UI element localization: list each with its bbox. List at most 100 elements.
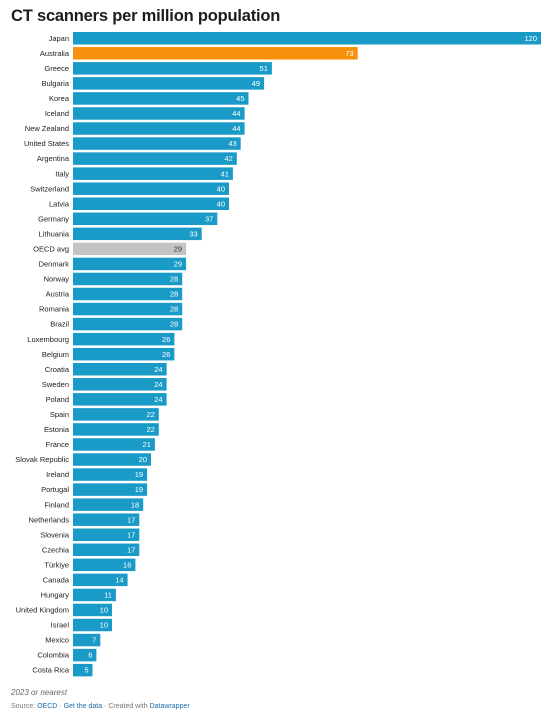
value-label: 21 xyxy=(143,440,151,449)
category-label: Austria xyxy=(46,290,70,299)
category-label: Switzerland xyxy=(30,184,69,193)
category-label: Netherlands xyxy=(29,515,70,524)
category-label: Italy xyxy=(55,169,69,178)
chart-title: CT scanners per million population xyxy=(11,7,281,25)
category-label: Luxembourg xyxy=(27,335,69,344)
category-label: Norway xyxy=(44,275,70,284)
value-label: 14 xyxy=(115,575,123,584)
bar-denmark xyxy=(73,257,187,271)
value-label: 22 xyxy=(146,425,154,434)
bar-italy xyxy=(73,167,233,180)
value-label: 40 xyxy=(217,184,225,193)
bar-brazil xyxy=(73,317,183,331)
value-label: 10 xyxy=(100,621,108,630)
bar-costa-rica xyxy=(73,663,93,677)
category-label: Colombia xyxy=(37,651,70,660)
value-label: 19 xyxy=(135,485,143,494)
value-label: 16 xyxy=(123,560,131,569)
value-label: 24 xyxy=(154,395,162,404)
category-label: Lithuania xyxy=(39,229,70,238)
bar-spain xyxy=(73,408,159,421)
bar-greece xyxy=(73,62,272,75)
datawrapper-link[interactable]: Datawrapper xyxy=(149,703,190,710)
value-label: 43 xyxy=(228,139,236,148)
category-label: Germany xyxy=(38,214,69,223)
bar-switzerland xyxy=(73,182,229,195)
value-label: 120 xyxy=(524,34,537,43)
category-label: Hungary xyxy=(41,591,70,600)
category-label: Romania xyxy=(39,305,70,314)
source-line: Source: OECD · Get the data · Created wi… xyxy=(11,703,190,710)
footnote: 2023 or nearest xyxy=(11,688,68,697)
value-label: 6 xyxy=(88,651,92,660)
value-label: 24 xyxy=(154,380,162,389)
category-label: Costa Rica xyxy=(32,666,70,675)
value-label: 29 xyxy=(174,244,182,253)
category-label: Greece xyxy=(44,64,69,73)
category-label: Finland xyxy=(44,500,69,509)
bar-canada xyxy=(73,573,128,587)
category-label: United Kingdom xyxy=(16,606,69,615)
bar-ireland xyxy=(73,468,148,481)
value-label: 49 xyxy=(252,79,260,88)
value-label: 26 xyxy=(162,335,170,344)
get-data-link[interactable]: Get the data xyxy=(63,703,103,710)
bar-t-rkiye xyxy=(73,558,136,572)
value-label: 28 xyxy=(170,275,178,284)
value-label: 26 xyxy=(162,350,170,359)
bar-slovak-republic xyxy=(73,453,151,466)
value-label: 42 xyxy=(224,154,232,163)
bar-portugal xyxy=(73,483,148,496)
value-label: 28 xyxy=(170,305,178,314)
value-label: 28 xyxy=(170,290,178,299)
category-label: Bulgaria xyxy=(41,79,69,88)
category-label: Slovak Republic xyxy=(15,455,69,464)
value-label: 29 xyxy=(174,260,182,269)
bar-france xyxy=(73,438,155,451)
category-label: Brazil xyxy=(50,320,69,329)
bar-united-states xyxy=(73,137,241,150)
bar-romania xyxy=(73,302,183,316)
value-label: 44 xyxy=(232,109,240,118)
category-label: Israel xyxy=(51,621,70,630)
category-label: Australia xyxy=(40,49,70,58)
value-label: 44 xyxy=(232,124,240,133)
category-label: Czechia xyxy=(42,545,70,554)
bar-united-kingdom xyxy=(73,603,112,617)
bar-latvia xyxy=(73,197,229,210)
value-label: 73 xyxy=(345,49,353,58)
bar-croatia xyxy=(73,362,167,376)
value-label: 7 xyxy=(92,636,96,645)
source-label: Source: xyxy=(11,703,36,710)
value-label: 24 xyxy=(154,365,162,374)
bar-poland xyxy=(73,393,167,406)
bar-netherlands xyxy=(73,513,140,526)
category-label: Belgium xyxy=(42,350,69,359)
bar-slovenia xyxy=(73,528,140,541)
category-label: Croatia xyxy=(45,365,70,374)
source-link[interactable]: OECD xyxy=(37,703,58,710)
category-label: Japan xyxy=(49,34,69,43)
category-label: Iceland xyxy=(45,109,69,118)
category-label: Sweden xyxy=(42,380,69,389)
bar-belgium xyxy=(73,347,175,361)
category-label: Spain xyxy=(50,410,69,419)
value-label: 51 xyxy=(260,64,268,73)
bar-bulgaria xyxy=(73,77,265,90)
bar-new-zealand xyxy=(73,122,245,135)
category-label: France xyxy=(46,440,69,449)
bar-israel xyxy=(73,618,112,632)
bar-sweden xyxy=(73,378,167,391)
created-with-text: · Created with xyxy=(104,703,148,710)
bar-finland xyxy=(73,498,144,511)
bar-czechia xyxy=(73,543,140,557)
value-label: 41 xyxy=(221,169,229,178)
bar-austria xyxy=(73,287,183,301)
bar-colombia xyxy=(73,648,97,662)
value-label: 10 xyxy=(100,606,108,615)
category-label: Ireland xyxy=(46,470,69,479)
bar-germany xyxy=(73,212,218,226)
bar-korea xyxy=(73,92,249,105)
bar-estonia xyxy=(73,423,159,436)
